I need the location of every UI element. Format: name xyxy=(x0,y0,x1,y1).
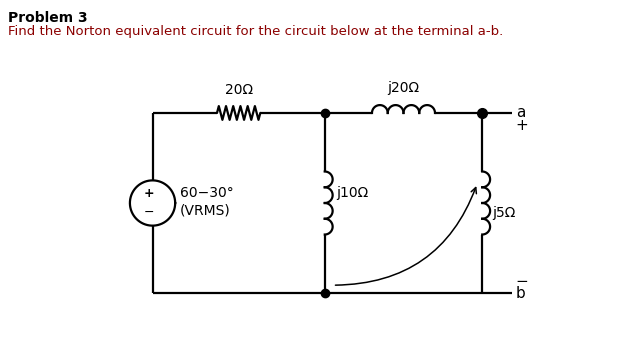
Text: Find the Norton equivalent circuit for the circuit below at the terminal a-b.: Find the Norton equivalent circuit for t… xyxy=(8,25,503,38)
Text: b: b xyxy=(516,285,525,301)
Text: −: − xyxy=(143,206,154,219)
Text: +: + xyxy=(516,118,529,133)
Text: 60−30°: 60−30° xyxy=(180,186,234,200)
Text: j5Ω: j5Ω xyxy=(492,206,515,220)
Text: Problem 3: Problem 3 xyxy=(8,11,88,25)
Text: j10Ω: j10Ω xyxy=(336,186,369,200)
Text: −: − xyxy=(516,274,529,289)
Text: a: a xyxy=(516,106,525,120)
Text: (VRMS): (VRMS) xyxy=(180,204,231,218)
Text: j20Ω: j20Ω xyxy=(387,81,420,95)
Text: 20Ω: 20Ω xyxy=(225,83,252,97)
Text: +: + xyxy=(143,187,154,200)
